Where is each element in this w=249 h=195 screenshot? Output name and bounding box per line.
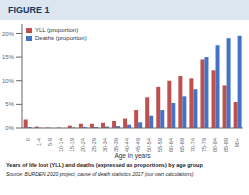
svg-text:10%: 10% xyxy=(8,78,15,84)
svg-text:20-24: 20-24 xyxy=(80,138,86,152)
svg-text:0: 0 xyxy=(25,138,31,141)
svg-text:15-19: 15-19 xyxy=(69,138,75,152)
svg-text:0%: 0% xyxy=(8,125,15,131)
svg-text:90+: 90+ xyxy=(234,138,240,147)
html-text:FIGURE 1: FIGURE 1 xyxy=(8,5,50,15)
html-text:Deaths (proportion): Deaths (proportion) xyxy=(35,35,87,41)
svg-text:25-29: 25-29 xyxy=(91,138,97,152)
svg-text:20%: 20% xyxy=(8,31,15,37)
svg-text:65-69: 65-69 xyxy=(179,138,185,152)
svg-text:Age in years: Age in years xyxy=(114,152,151,160)
svg-text:10-14: 10-14 xyxy=(58,138,64,152)
svg-text:15%: 15% xyxy=(8,54,15,60)
svg-text:85-89: 85-89 xyxy=(223,138,229,152)
svg-text:50-54: 50-54 xyxy=(146,138,152,152)
svg-text:80-84: 80-84 xyxy=(212,138,218,152)
svg-text:35-39: 35-39 xyxy=(113,138,119,152)
svg-text:30-34: 30-34 xyxy=(102,138,108,152)
svg-text:45-49: 45-49 xyxy=(135,138,141,152)
svg-text:1-4: 1-4 xyxy=(36,138,42,146)
svg-text:5%: 5% xyxy=(8,101,15,107)
html-text:Years of life lost (YLL) and d: Years of life lost (YLL) and deaths (exp… xyxy=(6,162,203,168)
svg-text:60-64: 60-64 xyxy=(168,138,174,152)
html-text:YLL (proportion): YLL (proportion) xyxy=(35,27,79,33)
svg-text:40-44: 40-44 xyxy=(124,138,130,152)
html-text:Source: BURDEN 2020 project, c: Source: BURDEN 2020 project, cause of de… xyxy=(6,171,194,177)
svg-text:5-9: 5-9 xyxy=(47,138,53,146)
svg-text:75-79: 75-79 xyxy=(201,138,207,152)
svg-text:55-59: 55-59 xyxy=(157,138,163,152)
svg-text:70-74: 70-74 xyxy=(190,138,196,152)
